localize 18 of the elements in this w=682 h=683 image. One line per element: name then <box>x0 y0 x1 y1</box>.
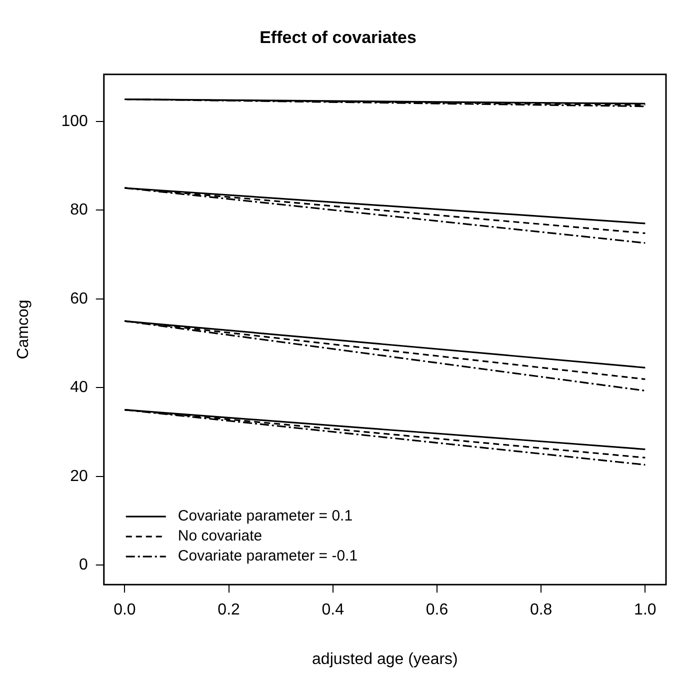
legend-label: Covariate parameter = -0.1 <box>178 548 358 565</box>
y-tick-label: 100 <box>61 112 88 130</box>
x-tick-label: 0.4 <box>322 602 344 619</box>
x-tick-label: 0.2 <box>218 602 240 619</box>
x-axis-title: adjusted age (years) <box>312 650 458 668</box>
x-tick-label: 0.6 <box>426 602 448 619</box>
y-tick-label: 0 <box>78 556 88 574</box>
y-tick-label: 20 <box>70 468 88 485</box>
y-tick-label: 40 <box>70 379 88 396</box>
legend-label: Covariate parameter = 0.1 <box>178 508 353 525</box>
x-tick-label: 1.0 <box>634 602 656 619</box>
y-tick-label: 80 <box>70 202 88 219</box>
y-tick-label: 60 <box>70 290 88 308</box>
chart-title: Effect of covariates <box>260 28 416 47</box>
x-tick-label: 0.8 <box>530 602 552 619</box>
x-tick-label: 0.0 <box>114 602 136 619</box>
y-axis-title: Camcog <box>15 300 32 360</box>
legend-label: No covariate <box>178 528 262 545</box>
